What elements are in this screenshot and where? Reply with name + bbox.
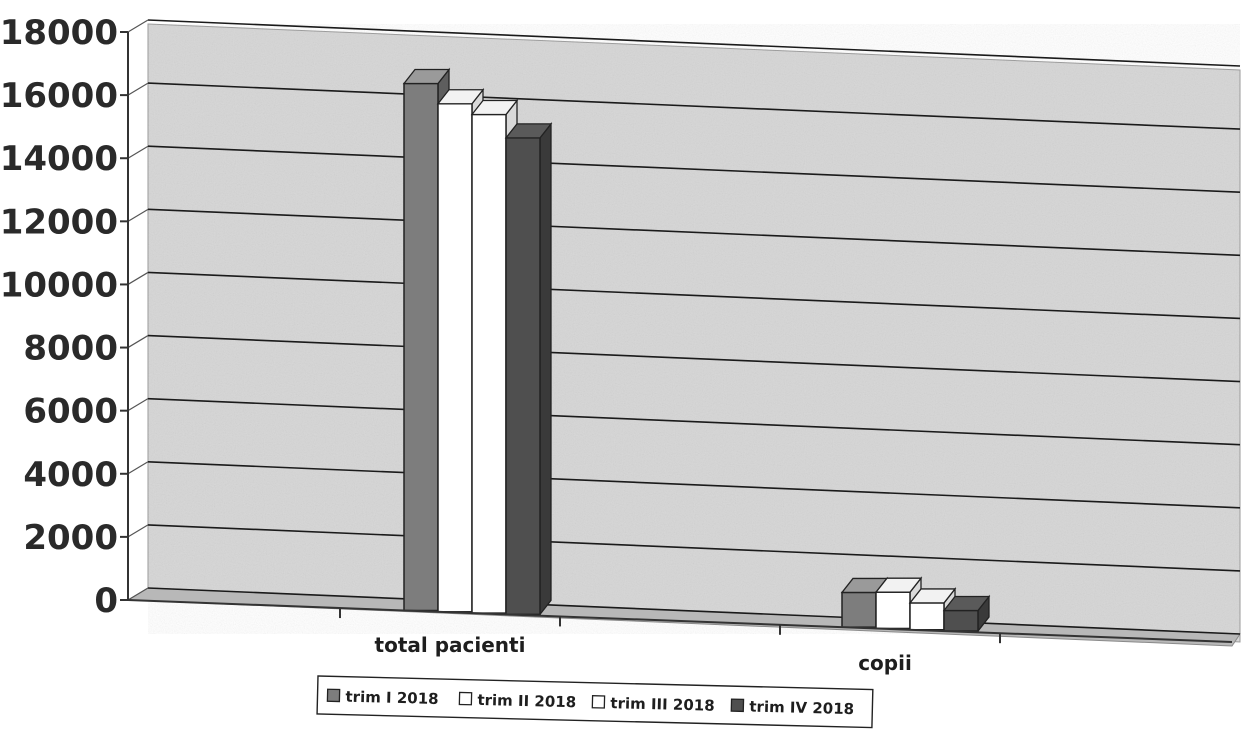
y-tick-diagonal-4000 [127, 461, 149, 475]
gridline-2000 [147, 524, 1241, 572]
legend-label-trim-ii-2018: trim II 2018 [477, 691, 576, 711]
gridline-8000 [147, 334, 1241, 383]
legend-entries: trim I 2018 trim II 2018 trim III 2018 trim… [326, 688, 854, 719]
axes [127, 32, 1233, 644]
bars [402, 67, 991, 633]
bar-top-face [436, 89, 485, 105]
y-tick-label-6000: 6000 [23, 392, 118, 432]
bar-top-face [504, 123, 553, 139]
bar-front-face [841, 591, 877, 628]
y-tick-diagonal-12000 [127, 208, 149, 222]
category-label-total-pacienti: total pacienti [375, 633, 526, 657]
legend-swatch-trim-ii-2018 [458, 691, 473, 706]
y-tick-label-14000: 14000 [0, 139, 118, 179]
y-axis-tick-labels: 18000 16000 14000 12000 10000 8000 6000 4000 200… [0, 13, 118, 621]
bar-top-face [908, 588, 957, 604]
legend-swatch-trim-iv-2018 [730, 698, 745, 713]
gridline-14000 [147, 145, 1241, 194]
legend-label-trim-iv-2018: trim IV 2018 [749, 698, 854, 719]
x-axis-category-labels: total pacienti copii [375, 633, 912, 675]
bar-front-face [909, 602, 945, 631]
y-tick-label-10000: 10000 [0, 265, 118, 305]
legend-label-trim-i-2018: trim I 2018 [345, 688, 439, 708]
y-tick-diagonal-0 [127, 587, 149, 601]
gridline-0 [147, 587, 1241, 635]
legend-swatch-trim-iii-2018 [591, 695, 606, 709]
category-label-copii: copii [858, 651, 912, 675]
y-tick-diagonal-18000 [127, 19, 149, 33]
y-tick-diagonal-10000 [127, 271, 149, 285]
bar-copii-trim-iv-2018 [942, 594, 991, 633]
y-tick-diagonal-14000 [127, 145, 149, 159]
y-tick-label-2000: 2000 [23, 518, 118, 558]
gridlines [120, 19, 1241, 635]
bar-side-face [539, 122, 552, 617]
y-tick-diagonal-6000 [127, 398, 149, 412]
gridline-10000 [147, 271, 1241, 320]
bar-front-face [471, 113, 507, 614]
y-tick-label-12000: 12000 [0, 202, 118, 242]
y-tick-label-18000: 18000 [0, 13, 118, 53]
bar-front-face [437, 102, 473, 613]
y-tick-diagonal-2000 [127, 524, 149, 538]
bar-top-face [470, 99, 519, 116]
bar-front-face [875, 591, 911, 630]
bar-total-pacienti-trim-iv-2018 [504, 122, 553, 617]
bar-front-face [505, 137, 541, 616]
y-tick-label-4000: 4000 [23, 455, 118, 495]
y-tick-label-0: 0 [94, 581, 118, 621]
legend-label-trim-iii-2018: trim III 2018 [610, 694, 715, 715]
bar-front-face [403, 82, 439, 612]
chart-wall-texture [148, 24, 1240, 634]
bar-top-face [402, 68, 451, 85]
bar-top-face [942, 595, 991, 612]
gridline-16000 [147, 82, 1241, 130]
bar-front-face [943, 609, 979, 632]
bar-top-face [874, 577, 923, 593]
gridline-12000 [147, 208, 1241, 257]
gridline-6000 [147, 397, 1241, 446]
gridline-4000 [147, 460, 1241, 509]
legend-swatch-trim-i-2018 [326, 688, 341, 703]
y-tick-diagonal-8000 [127, 335, 149, 349]
legend: trim I 2018 trim II 2018 trim III 2018 trim… [316, 675, 874, 729]
y-tick-diagonal-16000 [127, 82, 149, 96]
y-tick-label-8000: 8000 [23, 329, 118, 369]
x-axis-line [127, 599, 1233, 643]
y-tick-label-16000: 16000 [0, 76, 118, 116]
gridline-18000 [147, 19, 1241, 67]
